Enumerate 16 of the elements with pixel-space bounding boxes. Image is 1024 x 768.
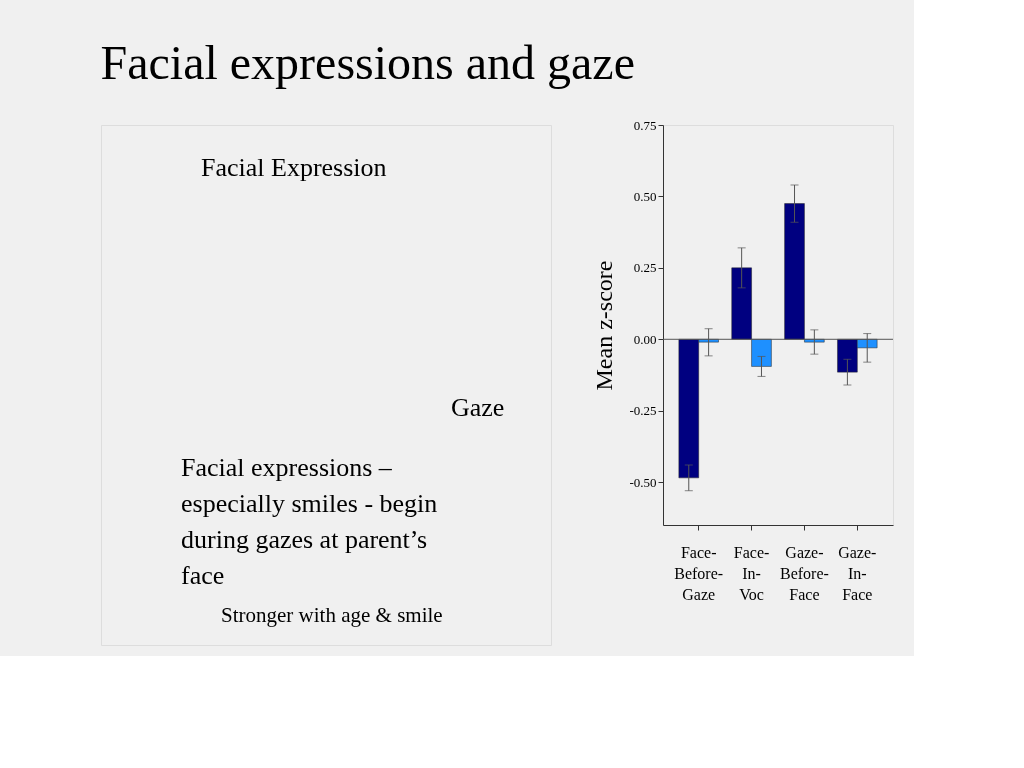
text: Facial Expression <box>201 153 387 182</box>
y-tick-label: -0.25 <box>629 403 657 419</box>
x-tick-label: Face-Before-Gaze <box>674 543 724 603</box>
y-tick-label: -0.50 <box>629 474 657 490</box>
text: Facial expressions – especially smiles - begin during gazes at parent’s face <box>181 453 438 590</box>
text: Gaze <box>451 393 505 422</box>
y-tick-label: 0.75 <box>633 117 657 133</box>
text: Stronger with age & smile <box>221 603 443 627</box>
y-tick-label: 0.50 <box>633 188 657 204</box>
x-tick-label: Gaze-In-Face <box>838 543 877 603</box>
y-tick-label: 0.25 <box>633 260 657 276</box>
x-tick-label: Gaze-Before-Face <box>780 543 829 603</box>
x-tick-label: Face-In-Voc <box>733 543 770 603</box>
y-axis-title: Mean z-score <box>591 260 618 391</box>
chart-title: Facial expressions and gaze <box>100 35 635 89</box>
y-tick-label: 0.00 <box>633 331 657 347</box>
